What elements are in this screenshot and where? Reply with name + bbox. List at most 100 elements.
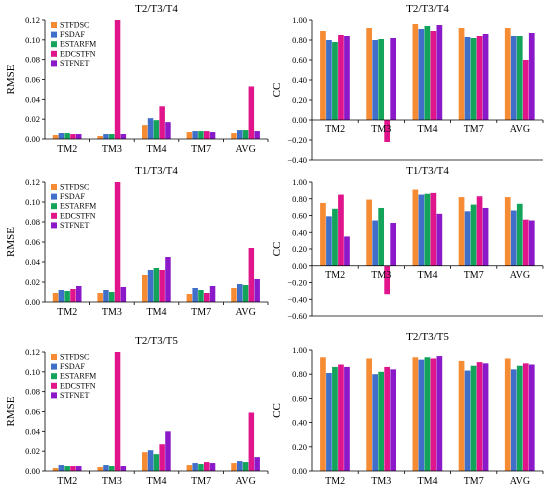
x-tick-label: TM4	[147, 476, 167, 487]
bar-edcstfn-tm7	[204, 131, 210, 139]
bar-stfnet-tm3	[390, 223, 397, 266]
legend-swatch-stfdsc	[51, 22, 57, 28]
bar-edcstfn-tm3	[114, 352, 121, 471]
x-tick-label: AVG	[510, 124, 530, 135]
y-tick-label: 0.00	[25, 297, 40, 307]
bar-stfdsc-tm3	[97, 136, 103, 139]
chart-6: T2/T3/T5 CC 0.00 0.20 0.40 0.60 0.80 1.00 TM2 TM3…	[271, 331, 544, 487]
bar-stfnet-avg	[528, 33, 535, 120]
bar-fsdaf-tm3	[103, 290, 109, 302]
bar-estarfm-tm7	[470, 365, 477, 471]
y-tick-label: 1.00	[292, 177, 307, 187]
y-tick-label: 0.04	[25, 94, 41, 104]
bar-stfnet-tm4	[165, 431, 171, 471]
y-tick-label: 0.00	[292, 261, 307, 271]
bar-stfnet-tm2	[76, 134, 82, 139]
bar-stfnet-avg	[254, 131, 260, 139]
y-tick-label: 0.20	[292, 442, 307, 452]
y-tick-label: 0.00	[292, 466, 307, 476]
bar-fsdaf-tm3	[103, 134, 109, 139]
bar-fsdaf-tm7	[192, 463, 198, 471]
x-tick-label: TM4	[147, 144, 167, 155]
y-tick-label: 0.06	[25, 237, 40, 247]
y-tick-label: 0.02	[25, 446, 40, 456]
bar-edcstfn-tm2	[338, 364, 344, 471]
bar-edcstfn-avg	[522, 60, 529, 120]
bar-stfnet-tm3	[390, 38, 397, 120]
bar-fsdaf-tm4	[147, 450, 154, 471]
bar-edcstfn-tm4	[159, 106, 165, 139]
bar-estarfm-tm7	[198, 464, 204, 471]
bar-stfdsc-tm4	[412, 189, 419, 266]
y-tick-label: 0.60	[292, 393, 307, 403]
bar-fsdaf-tm7	[464, 211, 471, 266]
bar-estarfm-tm4	[153, 454, 160, 471]
bar-stfnet-tm7	[482, 363, 489, 471]
x-tick-label: TM4	[418, 124, 438, 135]
bar-edcstfn-tm3	[114, 182, 121, 302]
bar-edcstfn-tm7	[476, 362, 483, 471]
y-tick-label: 0.06	[25, 407, 40, 417]
y-tick-label: 0.80	[292, 194, 307, 204]
bar-estarfm-avg	[242, 285, 249, 302]
x-tick-label: AVG	[236, 144, 256, 155]
y-axis-label: RMSE	[5, 227, 17, 257]
bar-estarfm-tm7	[198, 131, 204, 139]
x-tick-label: TM7	[191, 307, 211, 318]
x-tick-label: TM3	[371, 270, 391, 281]
bar-estarfm-tm7	[470, 204, 477, 266]
chart-title: T1/T3/T4	[406, 165, 449, 177]
legend-swatch-fsdaf	[51, 193, 57, 200]
y-tick-label: 0.20	[292, 95, 307, 105]
bar-fsdaf-tm4	[418, 359, 425, 471]
bar-fsdaf-tm2	[326, 372, 332, 471]
bar-estarfm-tm2	[64, 466, 70, 471]
bar-stfdsc-tm3	[97, 467, 103, 471]
legend-swatch-estarfm	[51, 203, 57, 210]
bar-estarfm-tm2	[332, 42, 338, 120]
bar-edcstfn-tm4	[430, 358, 437, 471]
bar-estarfm-tm7	[470, 38, 477, 120]
bar-edcstfn-avg	[522, 219, 529, 266]
chart-title: T2/T3/T5	[406, 331, 449, 343]
bar-stfnet-tm4	[436, 25, 443, 120]
x-tick-label: TM7	[191, 144, 211, 155]
bar-stfnet-tm3	[120, 287, 127, 302]
bar-stfnet-tm2	[344, 36, 350, 120]
bar-stfnet-tm2	[344, 236, 350, 266]
bar-edcstfn-avg	[248, 412, 255, 471]
bar-edcstfn-tm7	[476, 196, 483, 266]
bar-stfnet-tm7	[482, 207, 489, 266]
bar-edcstfn-tm2	[338, 194, 344, 266]
y-tick-label: 0.08	[25, 387, 40, 397]
x-tick-label: TM7	[464, 476, 484, 487]
chart-5: T2/T3/T5 RMSE 0.00 0.02 0.04 0.06 0.08 0.10 0.12…	[5, 335, 269, 487]
bar-stfdsc-avg	[231, 463, 237, 471]
bar-fsdaf-tm2	[58, 465, 65, 471]
bar-edcstfn-avg	[248, 248, 255, 302]
bar-fsdaf-tm3	[372, 220, 378, 266]
legend-swatch-stfnet	[51, 392, 57, 399]
bar-edcstfn-avg	[522, 363, 529, 471]
legend-label-stfdsc: STFDSC	[60, 183, 89, 192]
bar-fsdaf-avg	[237, 130, 243, 139]
y-tick-label: 0.00	[292, 115, 307, 125]
bar-stfdsc-avg	[231, 133, 237, 139]
bar-edcstfn-avg	[248, 86, 255, 139]
bar-stfdsc-tm4	[412, 357, 419, 471]
bar-edcstfn-tm2	[70, 466, 76, 471]
bar-fsdaf-tm2	[58, 133, 65, 139]
legend-swatch-estarfm	[51, 373, 57, 380]
y-tick-label: −0.40	[287, 294, 307, 304]
bar-estarfm-avg	[242, 130, 249, 139]
y-tick-label: 0.12	[25, 15, 40, 25]
bar-estarfm-tm3	[378, 371, 385, 471]
y-tick-label: 0.00	[25, 134, 40, 144]
y-tick-label: −0.20	[287, 278, 307, 288]
bar-stfdsc-tm7	[186, 294, 193, 302]
x-tick-label: TM7	[464, 124, 484, 135]
bar-stfdsc-tm2	[320, 202, 326, 266]
bar-stfdsc-avg	[231, 288, 237, 302]
x-tick-label: TM2	[57, 307, 77, 318]
